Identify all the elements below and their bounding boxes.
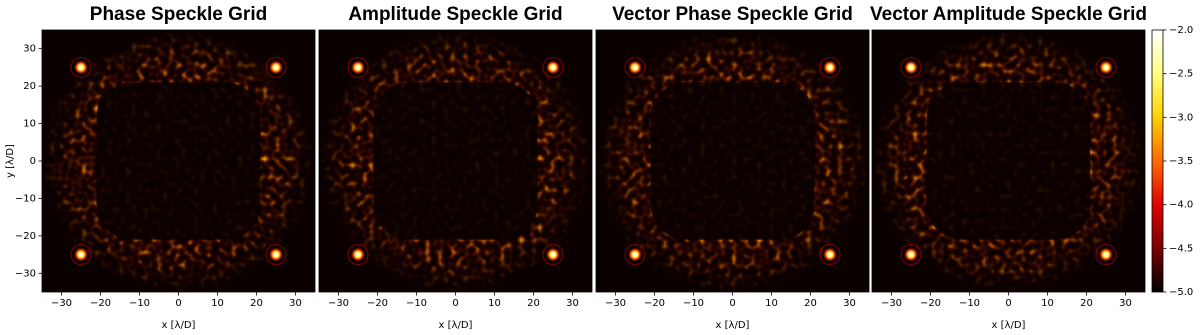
x-tick-label: −10 <box>683 298 704 309</box>
x-axis-label: x [λ/D] <box>162 320 196 331</box>
speckle-field <box>596 30 869 292</box>
colorbar: −2.0 −2.5 −3.0 −3.5 −4.0 −4.5 −5.0 <box>1151 25 1193 298</box>
y-axis-label: y [λ/D] <box>5 144 16 178</box>
y-tick-label: −30 <box>15 268 36 279</box>
x-tick-label: 0 <box>452 298 458 309</box>
x-tick-label: −30 <box>605 298 626 309</box>
colorbar-tick-label: −3.5 <box>1169 156 1193 167</box>
speckle-field <box>872 30 1145 292</box>
x-tick-label: 30 <box>566 298 579 309</box>
colorbar-tick-label: −3.0 <box>1169 112 1193 123</box>
x-tick-label: −20 <box>367 298 388 309</box>
spot-ring <box>819 243 841 266</box>
satellite-spot <box>351 247 365 262</box>
x-tick-label: 20 <box>527 298 540 309</box>
colorbar-tick-label: −4.5 <box>1169 243 1193 254</box>
x-tick-label: −30 <box>881 298 902 309</box>
x-axis-label: x [λ/D] <box>439 320 473 331</box>
x-tick-label: −10 <box>959 298 980 309</box>
satellite-spot <box>1099 247 1113 262</box>
y-tick-label: −20 <box>15 231 36 242</box>
colorbar-tick-label: −2.0 <box>1169 25 1193 36</box>
spot-ring <box>1095 56 1117 79</box>
x-tick-label: 0 <box>1005 298 1011 309</box>
panel: Amplitude Speckle Grid x [λ/D] −30 −20 −10 0 1… <box>318 4 593 331</box>
speckle-field <box>319 30 592 292</box>
satellite-spot <box>1099 60 1113 75</box>
x-tick-label: 30 <box>289 298 302 309</box>
satellite-spot <box>74 60 88 75</box>
x-tick-label: −10 <box>129 298 150 309</box>
speckle <box>42 30 315 292</box>
satellite-spot <box>546 247 560 262</box>
speckle <box>319 30 592 292</box>
panel: Phase Speckle Grid x [λ/D] y [λ/D] −30 −20 −1… <box>5 4 316 331</box>
speckle-field <box>42 30 315 292</box>
x-tick-label: 0 <box>175 298 181 309</box>
panel-title: Vector Phase Speckle Grid <box>612 4 853 25</box>
x-tick-label: −30 <box>328 298 349 309</box>
y-tick-label: 10 <box>23 119 36 130</box>
x-tick-label: 0 <box>729 298 735 309</box>
spot-ring <box>265 56 287 79</box>
spot-ring <box>265 243 287 266</box>
satellite-spot <box>904 247 918 262</box>
spot-ring <box>70 243 92 266</box>
x-axis-label: x [λ/D] <box>992 320 1026 331</box>
satellite-spot <box>269 247 283 262</box>
x-tick-label: 30 <box>1119 298 1132 309</box>
spot-ring <box>70 56 92 79</box>
y-tick-label: 20 <box>23 81 36 92</box>
speckle <box>596 30 869 292</box>
x-tick-label: 10 <box>211 298 224 309</box>
panel-title: Amplitude Speckle Grid <box>348 4 562 25</box>
spot-ring <box>624 243 646 266</box>
y-tick-label: −10 <box>15 193 36 204</box>
x-tick-label: −20 <box>920 298 941 309</box>
satellite-spot <box>628 60 642 75</box>
panel-title: Vector Amplitude Speckle Grid <box>870 4 1147 25</box>
panel: Vector Amplitude Speckle Grid x [λ/D] −30 −… <box>870 4 1147 331</box>
spot-ring <box>624 56 646 79</box>
spot-ring <box>347 56 369 79</box>
y-tick-label: 30 <box>23 44 36 55</box>
x-tick-label: 10 <box>765 298 778 309</box>
spot-ring <box>1095 243 1117 266</box>
satellite-spot <box>628 247 642 262</box>
colorbar-gradient <box>1151 29 1164 293</box>
x-tick-label: −20 <box>644 298 665 309</box>
y-tick-label: 0 <box>30 156 36 167</box>
x-tick-label: 30 <box>843 298 856 309</box>
x-tick-label: 10 <box>1041 298 1054 309</box>
spot-ring <box>347 243 369 266</box>
x-tick-label: −30 <box>51 298 72 309</box>
panel-title: Phase Speckle Grid <box>90 4 267 25</box>
spot-ring <box>542 56 564 79</box>
x-tick-label: 20 <box>1080 298 1093 309</box>
satellite-spot <box>823 60 837 75</box>
x-tick-label: 20 <box>804 298 817 309</box>
spot-ring <box>900 56 922 79</box>
satellite-spot <box>823 247 837 262</box>
spot-ring <box>819 56 841 79</box>
colorbar-tick-label: −2.5 <box>1169 69 1193 80</box>
colorbar-tick-label: −4.0 <box>1169 200 1193 211</box>
x-tick-label: 10 <box>488 298 501 309</box>
panel: Vector Phase Speckle Grid x [λ/D] −30 −20 −1… <box>595 4 870 331</box>
x-tick-label: 20 <box>250 298 263 309</box>
satellite-spot <box>904 60 918 75</box>
satellite-spot <box>546 60 560 75</box>
speckle <box>872 30 1145 292</box>
x-tick-label: −10 <box>406 298 427 309</box>
satellite-spot <box>351 60 365 75</box>
spot-ring <box>900 243 922 266</box>
x-axis-label: x [λ/D] <box>716 320 750 331</box>
satellite-spot <box>74 247 88 262</box>
x-tick-label: −20 <box>90 298 111 309</box>
colorbar-tick-label: −5.0 <box>1169 287 1193 298</box>
spot-ring <box>542 243 564 266</box>
satellite-spot <box>269 60 283 75</box>
